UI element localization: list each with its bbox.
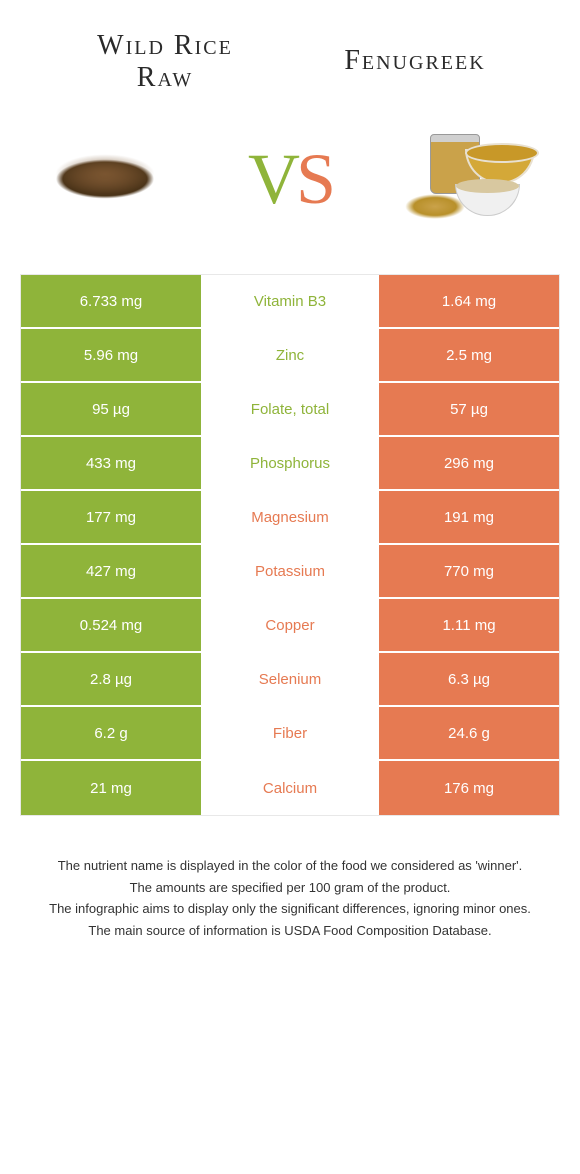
right-value: 1.64 mg	[379, 275, 559, 327]
table-row: 2.8 µgSelenium6.3 µg	[21, 653, 559, 707]
left-food-title: Wild Rice Raw	[40, 30, 290, 94]
nutrient-label: Zinc	[201, 329, 379, 381]
left-value: 427 mg	[21, 545, 201, 597]
nutrient-label: Fiber	[201, 707, 379, 759]
footer-line-2: The amounts are specified per 100 gram o…	[30, 878, 550, 898]
vs-row: VS	[0, 104, 580, 274]
table-row: 21 mgCalcium176 mg	[21, 761, 559, 815]
left-value: 95 µg	[21, 383, 201, 435]
nutrient-label: Magnesium	[201, 491, 379, 543]
nutrient-label: Potassium	[201, 545, 379, 597]
right-food-title: Fenugreek	[290, 30, 540, 77]
header: Wild Rice Raw Fenugreek	[0, 0, 580, 104]
right-title: Fenugreek	[290, 45, 540, 77]
table-row: 6.2 gFiber24.6 g	[21, 707, 559, 761]
right-value: 57 µg	[379, 383, 559, 435]
fenugreek-icon	[400, 129, 550, 229]
table-row: 6.733 mgVitamin B31.64 mg	[21, 275, 559, 329]
right-value: 6.3 µg	[379, 653, 559, 705]
right-food-image	[400, 124, 550, 234]
table-row: 433 mgPhosphorus296 mg	[21, 437, 559, 491]
footer-line-4: The main source of information is USDA F…	[30, 921, 550, 941]
nutrient-label: Vitamin B3	[201, 275, 379, 327]
vs-s-letter: S	[296, 139, 332, 219]
nutrient-table: 6.733 mgVitamin B31.64 mg5.96 mgZinc2.5 …	[20, 274, 560, 816]
right-value: 24.6 g	[379, 707, 559, 759]
right-value: 2.5 mg	[379, 329, 559, 381]
vs-v-letter: V	[248, 139, 296, 219]
footer-line-3: The infographic aims to display only the…	[30, 899, 550, 919]
nutrient-label: Calcium	[201, 761, 379, 815]
left-title-line2: Raw	[40, 62, 290, 94]
right-value: 191 mg	[379, 491, 559, 543]
left-value: 21 mg	[21, 761, 201, 815]
left-food-image	[30, 124, 180, 234]
right-value: 1.11 mg	[379, 599, 559, 651]
table-row: 427 mgPotassium770 mg	[21, 545, 559, 599]
table-row: 95 µgFolate, total57 µg	[21, 383, 559, 437]
table-row: 0.524 mgCopper1.11 mg	[21, 599, 559, 653]
footer-line-1: The nutrient name is displayed in the co…	[30, 856, 550, 876]
left-value: 6.733 mg	[21, 275, 201, 327]
left-title-line1: Wild Rice	[40, 30, 290, 62]
nutrient-label: Phosphorus	[201, 437, 379, 489]
right-value: 296 mg	[379, 437, 559, 489]
nutrient-label: Folate, total	[201, 383, 379, 435]
footer-notes: The nutrient name is displayed in the co…	[0, 816, 580, 962]
vs-label: VS	[248, 138, 332, 221]
left-value: 2.8 µg	[21, 653, 201, 705]
left-value: 433 mg	[21, 437, 201, 489]
table-row: 5.96 mgZinc2.5 mg	[21, 329, 559, 383]
nutrient-label: Copper	[201, 599, 379, 651]
right-value: 770 mg	[379, 545, 559, 597]
right-value: 176 mg	[379, 761, 559, 815]
table-row: 177 mgMagnesium191 mg	[21, 491, 559, 545]
left-value: 6.2 g	[21, 707, 201, 759]
left-value: 0.524 mg	[21, 599, 201, 651]
wild-rice-icon	[35, 149, 175, 209]
left-value: 177 mg	[21, 491, 201, 543]
left-value: 5.96 mg	[21, 329, 201, 381]
nutrient-label: Selenium	[201, 653, 379, 705]
